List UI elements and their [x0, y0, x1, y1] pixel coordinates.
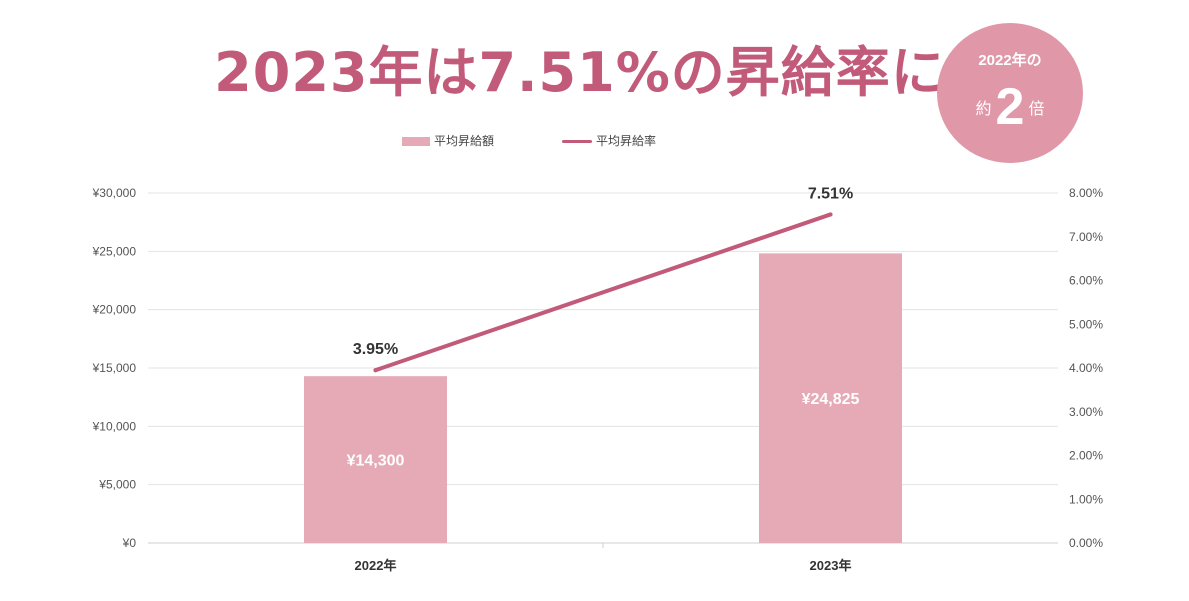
y-right-tick-label: 3.00% — [1069, 405, 1103, 419]
y-right-tick-label: 7.00% — [1069, 230, 1103, 244]
x-tick-label: 2022年 — [355, 558, 397, 573]
line-point — [373, 368, 378, 373]
y-left-tick-label: ¥25,000 — [92, 244, 137, 258]
line-data-label: 7.51% — [808, 185, 853, 202]
badge-prefix: 約 — [975, 101, 992, 118]
y-left-tick-label: ¥15,000 — [92, 361, 137, 375]
bar-data-label: ¥24,825 — [802, 391, 860, 408]
y-right-tick-label: 5.00% — [1069, 317, 1103, 331]
y-left-tick-label: ¥30,000 — [92, 186, 137, 200]
legend-item-line: 平均昇給率 — [562, 132, 656, 149]
legend-bar-label: 平均昇給額 — [434, 134, 495, 148]
y-right-tick-label: 6.00% — [1069, 274, 1103, 288]
comparison-badge: 2022年の 約2 倍 — [937, 23, 1083, 163]
y-right-tick-label: 8.00% — [1069, 186, 1103, 200]
legend-line-label: 平均昇給率 — [596, 134, 657, 148]
badge-line2: 約2 倍 — [937, 81, 1083, 133]
bar-data-label: ¥14,300 — [347, 453, 405, 470]
line-series — [373, 212, 833, 373]
y-right-tick-label: 2.00% — [1069, 449, 1103, 463]
y-left-tick-label: ¥0 — [122, 536, 137, 550]
y-right-tick-label: 0.00% — [1069, 536, 1103, 550]
line-point — [828, 212, 833, 217]
badge-suffix: 倍 — [1028, 101, 1045, 118]
badge-line1: 2022年の — [978, 52, 1042, 69]
bar — [304, 376, 447, 543]
y-left-tick-label: ¥10,000 — [92, 419, 137, 433]
legend-line-swatch — [562, 140, 592, 144]
legend-bar-swatch — [402, 137, 430, 147]
y-right-tick-label: 4.00% — [1069, 361, 1103, 375]
y-left-tick-label: ¥5,000 — [98, 478, 136, 492]
legend-item-bar: 平均昇給額 — [402, 132, 494, 149]
y-left-tick-label: ¥20,000 — [92, 303, 137, 317]
headline: 2023年は7.51%の昇給率に — [214, 41, 946, 104]
x-tick-label: 2023年 — [810, 558, 852, 573]
line-data-label: 3.95% — [353, 341, 398, 358]
bar — [759, 253, 902, 543]
badge-number: 2 — [995, 78, 1025, 136]
y-right-tick-label: 1.00% — [1069, 492, 1103, 506]
